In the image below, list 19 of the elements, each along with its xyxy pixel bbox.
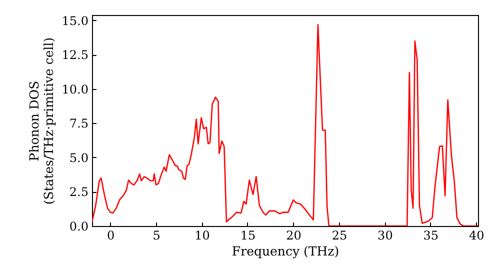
y-tick-label: 12.5 (62, 48, 88, 62)
y-tick-label: 2.5 (69, 185, 88, 200)
x-tick-label: 0 (106, 228, 115, 242)
x-tick-label: 5 (152, 228, 160, 242)
y-tick-label: 15.0 (62, 14, 88, 28)
x-tick-label: 25 (332, 228, 348, 242)
y-tick-label: 5.0 (69, 150, 88, 165)
y-tick-label: 10.0 (62, 82, 88, 96)
y-tick-label: 0.0 (69, 220, 88, 234)
y-axis-title: Phonon DOS (States/THz·primitive cell) (26, 37, 56, 205)
x-tick-label: 30 (378, 228, 393, 242)
x-tick-label: 20 (286, 228, 302, 242)
x-axis-title: Frequency (THz) (232, 244, 340, 258)
line-series (92, 24, 478, 226)
x-tick-label: 40 (469, 228, 484, 242)
y-tick-label: 7.5 (69, 116, 88, 131)
x-tick-label: 15 (240, 228, 256, 242)
x-tick-label: 35 (423, 228, 439, 242)
x-tick-label: 10 (194, 228, 210, 242)
